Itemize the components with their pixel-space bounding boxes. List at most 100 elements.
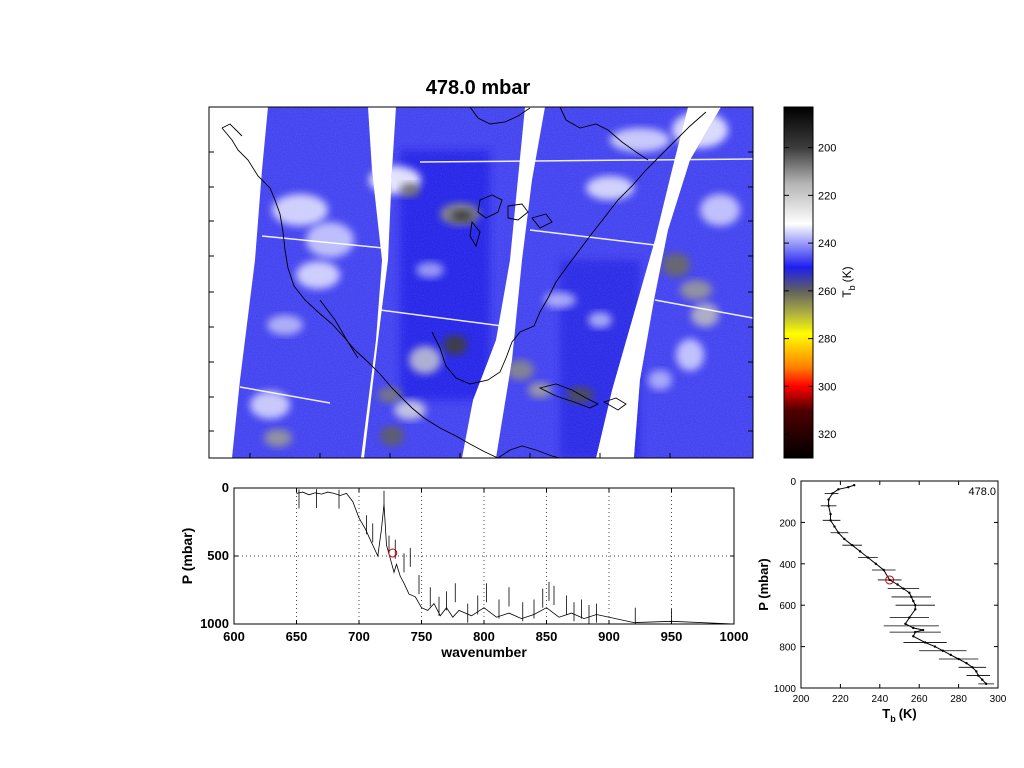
colorbar-tick-label: 280 <box>818 334 836 346</box>
profile-point <box>858 550 862 553</box>
spectrum-highlight-marker <box>388 548 398 558</box>
profile-frame <box>800 480 999 689</box>
x-tick-label: 600 <box>223 629 245 644</box>
map-ticks <box>209 151 753 458</box>
profile-point <box>904 622 907 626</box>
scan-line <box>379 309 511 328</box>
profile-point <box>902 587 905 590</box>
x-tick-label: 200 <box>793 694 810 705</box>
profile-point <box>908 616 911 619</box>
cloud <box>586 176 634 200</box>
profile-point <box>837 488 840 491</box>
y-tick-label: 400 <box>779 560 796 571</box>
x-tick-label: 700 <box>348 629 370 644</box>
profile-point <box>851 543 854 547</box>
cloud <box>700 194 740 226</box>
x-tick-label: 800 <box>473 629 495 644</box>
cloud <box>443 335 467 355</box>
scan-line <box>419 158 753 163</box>
scan-line <box>529 229 656 246</box>
profile-point <box>921 628 925 632</box>
x-tick-label: 260 <box>911 694 928 705</box>
x-tick-label: 1000 <box>720 629 749 644</box>
coastline-hudson <box>469 107 531 125</box>
scan-line <box>261 235 384 249</box>
profile-point <box>912 626 915 630</box>
profile-point <box>914 608 917 611</box>
profile-point <box>975 670 978 673</box>
profile-point <box>912 635 915 638</box>
profile-point <box>837 531 840 534</box>
cloud <box>680 280 712 300</box>
profile-point <box>896 583 899 586</box>
profile-point <box>843 537 846 541</box>
x-tick-label: 950 <box>661 629 683 644</box>
profile-point <box>829 512 832 516</box>
colorbar-tick-label: 260 <box>818 286 836 298</box>
profile-point <box>981 678 984 681</box>
plot-area <box>801 481 998 688</box>
profile-highlight-marker <box>885 575 895 585</box>
y-tick-label: 0 <box>222 480 229 495</box>
cloud <box>691 303 719 327</box>
profile-ylabel: P (mbar) <box>756 558 771 611</box>
scan-line <box>654 299 753 319</box>
profile-point <box>882 568 885 572</box>
coastline-east <box>547 111 707 299</box>
profile-point <box>984 682 988 686</box>
coastline-cuba <box>538 383 600 409</box>
colorbar-tick-label: 240 <box>818 238 836 250</box>
cloud <box>648 370 672 390</box>
cloud <box>394 400 426 420</box>
cloud <box>272 194 328 226</box>
cloud <box>267 315 303 335</box>
cloud <box>378 387 402 403</box>
y-tick-label: 1000 <box>774 684 797 695</box>
profile-point <box>933 645 937 648</box>
cloud <box>409 346 441 374</box>
cloud <box>400 183 420 197</box>
colorbar-tick-label: 320 <box>818 429 836 441</box>
profile-point <box>965 661 968 665</box>
colorbar-label-sub: b <box>847 285 857 290</box>
scan-lines <box>239 158 753 404</box>
x-tick-label: 280 <box>950 694 967 705</box>
cloud <box>544 292 576 308</box>
y-tick-label: 0 <box>790 477 796 488</box>
y-tick-label: 600 <box>779 601 796 612</box>
coastline-west <box>221 127 499 458</box>
profile-point <box>914 630 917 634</box>
profile-point <box>941 649 945 652</box>
cloud <box>506 360 534 380</box>
cloud <box>416 262 444 278</box>
profile-point <box>914 604 917 607</box>
profile-xlabel: Tb (K) <box>882 706 917 724</box>
profile-point <box>971 666 974 669</box>
spectrum-plot: 600 650 700 750 800 850 900 950 1000 0 500 1000 wave… <box>179 480 748 660</box>
spectrum-xlabel: wavenumber <box>440 644 527 660</box>
cloud <box>296 261 340 289</box>
coastline-baja <box>319 299 359 359</box>
profile-point <box>888 578 891 582</box>
colorbar-tick-label: 300 <box>818 381 836 393</box>
coastline-central-america <box>497 445 561 458</box>
y-tick-label: 500 <box>207 548 229 563</box>
profile-point <box>827 504 830 508</box>
x-tick-label: 650 <box>286 629 308 644</box>
scan-line <box>239 386 331 404</box>
profile-point <box>866 556 870 559</box>
profile-plot: 200 220 240 260 280 300 0 200 400 600 800 1000 478.0… <box>756 477 1007 724</box>
profile-point <box>874 562 878 565</box>
profile-point <box>833 525 836 528</box>
profile-annotation: 478.0 <box>968 486 996 498</box>
spectrum-frame <box>233 487 735 625</box>
profile-point <box>852 483 856 487</box>
coastline-alaska <box>221 123 243 137</box>
cloud-features <box>250 112 740 447</box>
x-tick-label: 300 <box>990 694 1007 705</box>
figure-title: 478.0 mbar <box>426 77 531 99</box>
great-lakes <box>469 194 553 248</box>
x-tick-label: 220 <box>832 694 849 705</box>
profile-point <box>910 595 913 599</box>
